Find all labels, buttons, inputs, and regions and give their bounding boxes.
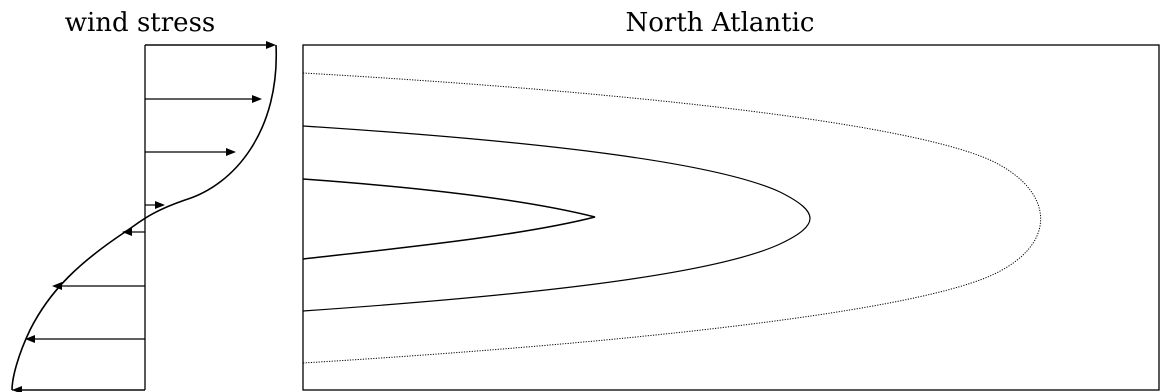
wind-stress-profile-curve bbox=[11, 44, 277, 391]
wind-arrow-westward bbox=[52, 282, 145, 290]
wind-arrow-eastward bbox=[145, 41, 276, 49]
wind-arrow-eastward bbox=[145, 148, 236, 156]
wind-arrow-eastward bbox=[145, 201, 165, 209]
gyre-streamline-outer bbox=[302, 72, 1042, 364]
wind-arrow-eastward bbox=[145, 95, 262, 103]
wind-arrow-westward bbox=[122, 228, 145, 236]
north-atlantic-title: North Atlantic bbox=[626, 8, 815, 38]
wind-arrow-westward bbox=[25, 335, 145, 343]
north-atlantic-panel: North Atlantic bbox=[302, 8, 1160, 391]
wind-stress-panel: wind stress bbox=[11, 8, 277, 392]
wind-stress-title: wind stress bbox=[65, 8, 216, 38]
wind-arrow-westward bbox=[12, 386, 145, 392]
gyre-streamline-inner bbox=[302, 178, 596, 260]
ocean-basin-frame bbox=[302, 44, 1160, 391]
gyre-streamline-middle bbox=[302, 125, 811, 312]
wind-stress-arrows bbox=[12, 41, 276, 392]
